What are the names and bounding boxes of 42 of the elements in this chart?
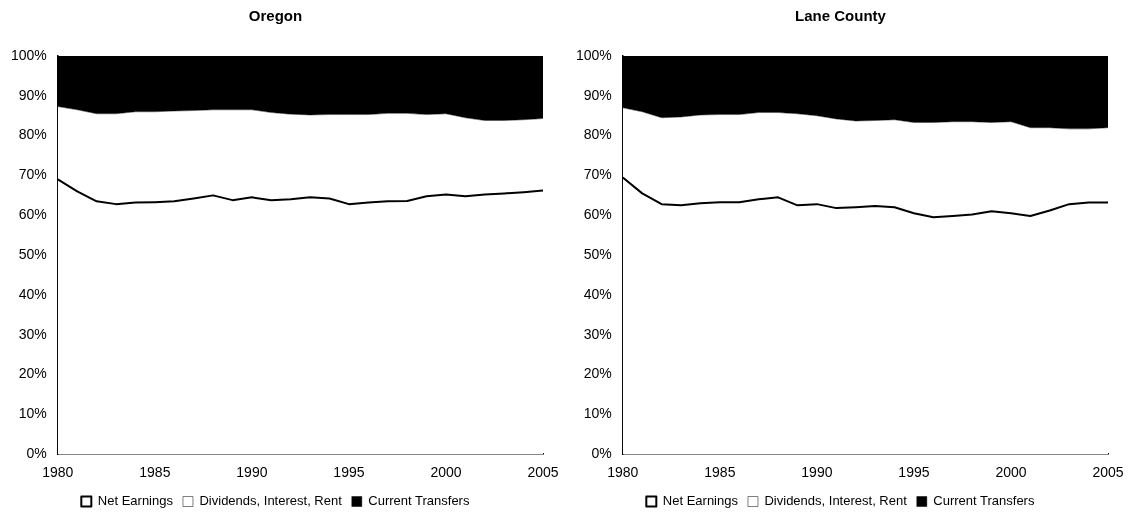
y-tick-label: 50%: [583, 245, 612, 262]
y-tick-label: 30%: [583, 325, 612, 342]
y-tick-label: 80%: [18, 126, 47, 143]
y-tick-label: 70%: [18, 166, 47, 183]
y-tick-label: 20%: [583, 365, 612, 382]
legend-label: Dividends, Interest, Rent: [199, 493, 343, 509]
x-tick-label: 1980: [607, 464, 639, 481]
x-tick-label: 1995: [333, 464, 365, 481]
y-tick-label: 0%: [591, 445, 612, 462]
y-tick-label: 70%: [583, 166, 612, 183]
x-tick-label: 1980: [42, 464, 74, 481]
y-tick-label: 60%: [583, 206, 612, 223]
y-tick-label: 100%: [575, 46, 612, 63]
x-tick-label: 1985: [704, 464, 736, 481]
chart-title: Oregon: [248, 7, 303, 25]
x-tick-label: 1995: [898, 464, 930, 481]
y-tick-label: 90%: [583, 86, 612, 103]
x-tick-label: 1990: [236, 464, 268, 481]
legend-label: Current Transfers: [933, 493, 1035, 509]
y-tick-label: 40%: [18, 285, 47, 302]
y-tick-label: 100%: [10, 46, 47, 63]
x-tick-label: 2005: [527, 464, 559, 481]
y-tick-label: 60%: [18, 206, 47, 223]
legend-label: Current Transfers: [368, 493, 470, 509]
y-tick-label: 0%: [26, 445, 47, 462]
legend-label: Net Earnings: [662, 493, 739, 509]
y-tick-label: 10%: [18, 405, 47, 422]
x-tick-label: 2000: [995, 464, 1027, 481]
x-tick-label: 2000: [430, 464, 462, 481]
y-tick-label: 80%: [583, 126, 612, 143]
y-tick-label: 50%: [18, 245, 47, 262]
x-tick-label: 1985: [139, 464, 171, 481]
x-tick-label: 2005: [1092, 464, 1124, 481]
x-tick-label: 1990: [801, 464, 833, 481]
y-tick-label: 10%: [583, 405, 612, 422]
legend-label: Dividends, Interest, Rent: [764, 493, 908, 509]
legend-label: Net Earnings: [97, 493, 174, 509]
y-tick-label: 90%: [18, 86, 47, 103]
chart-title: Lane County: [795, 7, 887, 25]
y-tick-label: 40%: [583, 285, 612, 302]
y-tick-label: 30%: [18, 325, 47, 342]
y-tick-label: 20%: [18, 365, 47, 382]
